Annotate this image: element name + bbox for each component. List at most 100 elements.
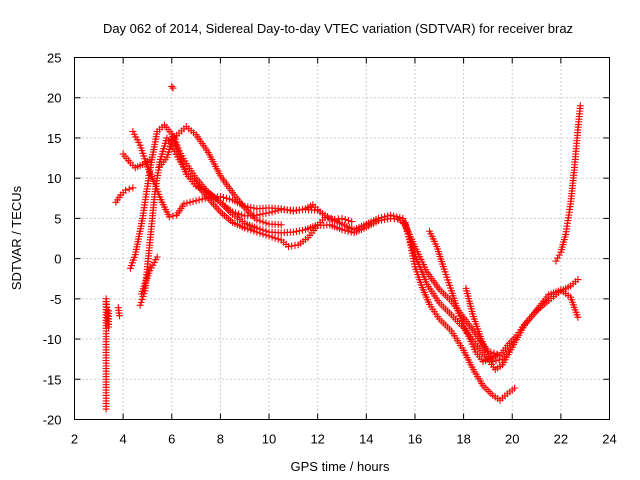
data-point <box>192 197 200 205</box>
y-tick-label: 10 <box>47 171 61 186</box>
data-point <box>277 221 285 229</box>
x-tick-label: 12 <box>310 432 324 447</box>
data-point <box>390 212 398 220</box>
data-point <box>492 357 500 365</box>
data-point <box>253 228 261 236</box>
series-trace-d <box>129 128 322 221</box>
data-point <box>555 251 563 259</box>
x-tick-label: 4 <box>120 432 127 447</box>
data-point <box>576 102 584 110</box>
x-tick-label: 8 <box>217 432 224 447</box>
data-point <box>229 208 237 216</box>
data-point <box>314 206 322 214</box>
data-point <box>341 215 349 223</box>
data-point <box>125 185 133 193</box>
data-point <box>250 204 258 212</box>
series-trace-o <box>102 295 113 413</box>
data-point <box>292 207 300 215</box>
data-point <box>115 312 123 320</box>
data-point <box>244 225 252 233</box>
data-point <box>244 203 252 211</box>
x-tick-label: 16 <box>408 432 422 447</box>
data-point <box>280 205 288 213</box>
data-point <box>222 194 230 202</box>
data-point <box>168 82 176 90</box>
data-point <box>494 351 502 359</box>
data-point <box>201 194 209 202</box>
y-tick-label: 15 <box>47 131 61 146</box>
x-tick-label: 18 <box>456 432 470 447</box>
data-point <box>387 211 395 219</box>
data-point <box>241 224 249 232</box>
series-trace-k <box>112 184 137 206</box>
x-tick-label: 24 <box>602 432 616 447</box>
x-tick-label: 6 <box>168 432 175 447</box>
data-point <box>198 195 206 203</box>
data-point <box>165 213 173 221</box>
y-axis: -20 -15 -10 -5 0 5 10 15 20 25 <box>43 51 610 428</box>
data-point <box>256 217 264 225</box>
data-point <box>136 301 144 309</box>
data-point <box>289 207 297 215</box>
series-trace-j <box>119 150 154 172</box>
data-point <box>262 231 270 239</box>
y-tick-label: 25 <box>47 51 61 66</box>
x-tick-label: 2 <box>71 432 78 447</box>
x-tick-label: 14 <box>359 432 373 447</box>
series-trace-p <box>114 304 123 320</box>
y-axis-label: SDTVAR / TECUs <box>9 185 24 290</box>
data-point <box>295 206 303 214</box>
data-point <box>256 211 264 219</box>
data-point <box>298 226 306 234</box>
data-point <box>554 254 562 262</box>
data-point <box>153 253 161 261</box>
data-point <box>508 343 516 351</box>
grid <box>74 57 610 420</box>
data-point <box>256 229 264 237</box>
data-point <box>292 227 300 235</box>
y-tick-label: 20 <box>47 91 61 106</box>
data-point <box>250 227 258 235</box>
data-point <box>341 226 349 234</box>
data-point <box>274 235 282 243</box>
data-point <box>259 230 267 238</box>
y-tick-label: -20 <box>43 413 62 428</box>
data-point <box>189 197 197 205</box>
data-point <box>183 199 191 207</box>
y-tick-label: 5 <box>54 211 61 226</box>
data-point <box>216 193 224 201</box>
y-tick-label: -15 <box>43 372 62 387</box>
data-point <box>295 227 303 235</box>
data-point <box>574 276 582 284</box>
data-point <box>247 204 255 212</box>
series-trace-m <box>168 82 177 92</box>
data-point <box>286 207 294 215</box>
data-point <box>277 205 285 213</box>
y-tick-label: -5 <box>50 292 62 307</box>
x-tick-label: 10 <box>262 432 276 447</box>
data-point <box>219 193 227 201</box>
data-point <box>146 156 154 164</box>
series-trace-l <box>137 253 161 298</box>
data-point <box>490 349 498 357</box>
y-tick-label: 0 <box>54 252 61 267</box>
data-point <box>396 214 404 222</box>
data-point <box>393 213 401 221</box>
chart-title: Day 062 of 2014, Sidereal Day-to-day VTE… <box>103 21 573 36</box>
data-point <box>169 212 177 220</box>
x-tick-label: 20 <box>505 432 519 447</box>
series-trace-n <box>552 102 584 265</box>
data-point <box>169 84 177 92</box>
data-point <box>172 138 180 146</box>
data-point <box>268 233 276 241</box>
data-point <box>378 214 386 222</box>
data-point <box>289 228 297 236</box>
data-point <box>283 206 291 214</box>
data-point <box>247 226 255 234</box>
data-point <box>259 218 267 226</box>
data-point <box>552 257 560 265</box>
data-point <box>226 195 234 203</box>
series-trace-g <box>401 218 519 404</box>
data-point <box>238 211 246 219</box>
